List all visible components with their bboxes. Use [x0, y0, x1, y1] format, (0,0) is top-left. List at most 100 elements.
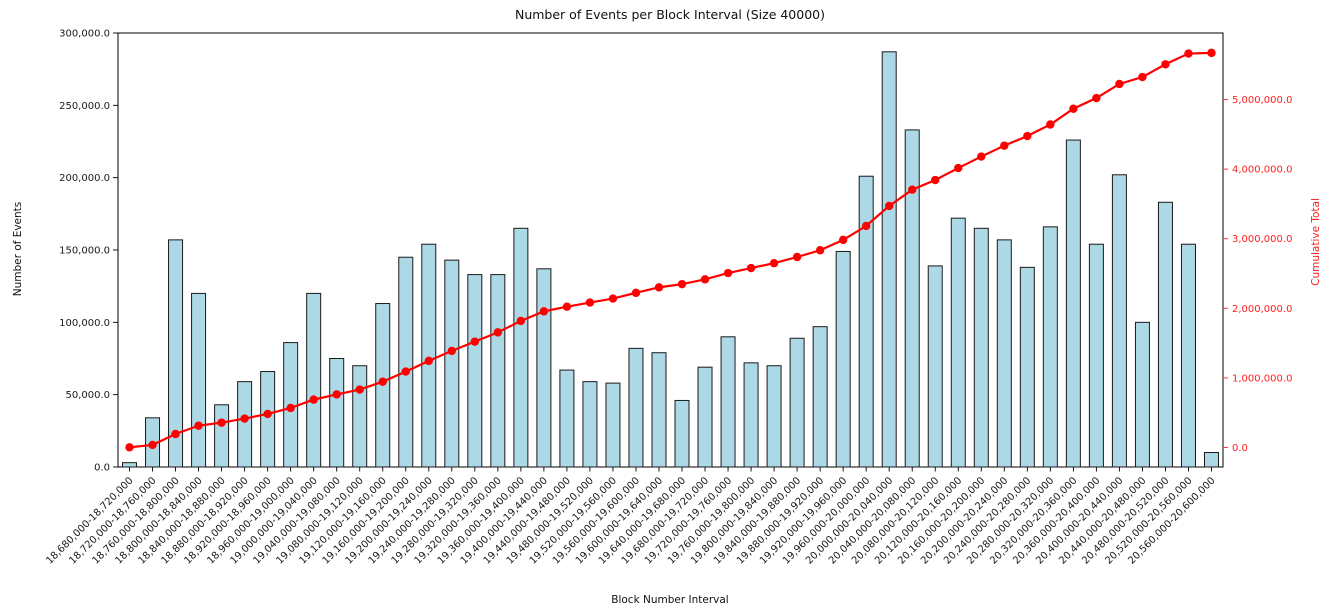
cumulative-point [931, 175, 940, 185]
cumulative-point [355, 385, 364, 394]
cumulative-point [562, 302, 572, 311]
right-tick-label: 2,000,000.0 [1232, 304, 1292, 315]
cumulative-point [194, 421, 203, 430]
bar [1065, 139, 1081, 468]
cumulative-point [977, 152, 986, 161]
cumulative-point [148, 440, 157, 450]
bar [950, 217, 966, 468]
x-axis-label: Block Number Interval [611, 594, 728, 606]
right-tick-label: 1,000,000.0 [1232, 373, 1292, 384]
bar [881, 51, 897, 468]
right-tick-label: 5,000,000.0 [1232, 95, 1292, 106]
cumulative-point [1069, 104, 1078, 113]
bar [697, 366, 713, 468]
bar [766, 365, 782, 468]
cumulative-point [332, 390, 341, 399]
cumulative-point [631, 288, 641, 298]
bar [191, 292, 207, 468]
bar [1203, 452, 1219, 468]
bar [1134, 321, 1150, 468]
right-tick-label: 3,000,000.0 [1232, 234, 1292, 245]
bar [743, 362, 759, 468]
right-tick-label: 0.0 [1232, 443, 1248, 454]
bar [306, 292, 322, 468]
bar [122, 462, 138, 468]
cumulative-point [954, 163, 963, 173]
cumulative-point [885, 201, 894, 211]
bar [444, 259, 460, 468]
bar [1088, 243, 1104, 468]
bar [789, 337, 805, 468]
cumulative-point [908, 185, 917, 194]
cumulative-point [309, 395, 318, 404]
bar [1157, 201, 1173, 468]
cumulative-point [723, 268, 733, 278]
cumulative-point [263, 409, 272, 419]
bar [214, 404, 230, 468]
cumulative-point [125, 443, 134, 452]
cumulative-point [861, 221, 871, 231]
cumulative-point [217, 418, 226, 427]
bar [927, 265, 943, 468]
bar [352, 365, 368, 468]
cumulative-point [1046, 120, 1055, 129]
bar [628, 347, 644, 468]
cumulative-point [677, 279, 687, 289]
bar [490, 274, 506, 468]
bar [674, 399, 690, 468]
bar [1111, 174, 1127, 468]
cumulative-point [654, 283, 664, 292]
chart-title: Number of Events per Block Interval (Siz… [515, 7, 825, 22]
bar [996, 239, 1012, 468]
left-tick-label: 150,000.0 [59, 246, 110, 257]
left-tick-label: 300,000.0 [59, 29, 110, 40]
bar [421, 243, 437, 468]
bar [260, 371, 276, 468]
bar [237, 381, 253, 468]
cumulative-point [447, 346, 456, 356]
cumulative-point [769, 259, 779, 268]
y-axis-label-right: Cumulative Total [1310, 198, 1322, 286]
bar [536, 268, 552, 468]
cumulative-line-series [125, 48, 1216, 452]
cumulative-point [1138, 72, 1147, 82]
bar [467, 274, 483, 468]
bar [398, 256, 414, 468]
bar [513, 227, 529, 468]
bar [1019, 266, 1035, 468]
cumulative-point [1000, 141, 1009, 150]
cumulative-point [838, 235, 848, 245]
bar [329, 358, 345, 468]
left-tick-label: 50,000.0 [65, 390, 110, 401]
bar [605, 382, 621, 468]
cumulative-point [378, 377, 387, 386]
cumulative-point [171, 429, 180, 439]
cumulative-point [1092, 93, 1101, 103]
cumulative-point [746, 263, 756, 273]
cumulative-point [608, 294, 618, 303]
y-axis-label-left: Number of Events [12, 202, 24, 297]
left-tick-label: 0.0 [94, 463, 110, 474]
axis-ticks: 0.0 50,000.0 100,000.0 150,000.0 200,000.0 25… [44, 29, 1292, 567]
cumulative-point [585, 298, 595, 307]
cumulative-point [815, 246, 825, 255]
right-tick-label: 4,000,000.0 [1232, 165, 1292, 176]
bar [559, 369, 575, 468]
bar [858, 175, 874, 468]
cumulative-point [401, 367, 410, 376]
bar [904, 129, 920, 468]
bar [973, 227, 989, 468]
bar [1180, 243, 1196, 468]
bar [582, 381, 598, 468]
cumulative-point [1161, 60, 1170, 69]
bar [835, 250, 851, 468]
cumulative-point [424, 356, 433, 366]
cumulative-point [493, 328, 503, 337]
cumulative-point [1184, 49, 1193, 58]
bar-series [122, 51, 1219, 468]
bar [720, 336, 736, 468]
bar [651, 352, 667, 468]
left-tick-label: 200,000.0 [59, 173, 110, 184]
